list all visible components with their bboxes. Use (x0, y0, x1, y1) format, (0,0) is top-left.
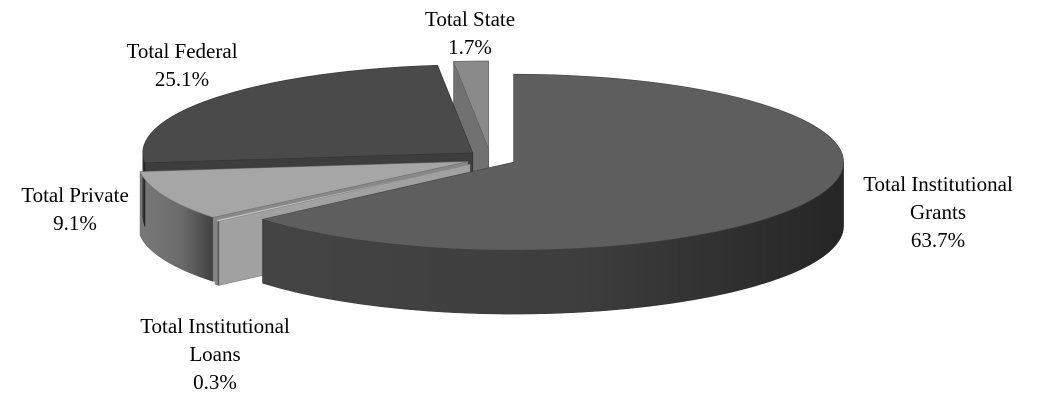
slice-side-shade-total-private (140, 171, 213, 282)
slice-total-institutional-loans (213, 164, 471, 222)
label-total-state: Total State 1.7% (424, 7, 516, 59)
slice-side-shade-total-institutional-grants (262, 162, 844, 315)
slice-total-federal (142, 64, 474, 164)
slice-side-shade-total-institutional-loans (214, 220, 219, 286)
slice-total-private (139, 161, 468, 218)
label-total-institutional-grants: Total Institutional Grants 63.7% (863, 172, 1013, 252)
label-total-institutional-loans: Total Institutional Loans 0.3% (140, 314, 290, 394)
slice-total-state (453, 60, 490, 150)
label-total-federal: Total Federal 25.1% (126, 39, 238, 91)
slice-total-institutional-grants (261, 73, 844, 251)
label-total-private: Total Private 9.1% (21, 183, 129, 235)
pie-slices (139, 60, 844, 315)
